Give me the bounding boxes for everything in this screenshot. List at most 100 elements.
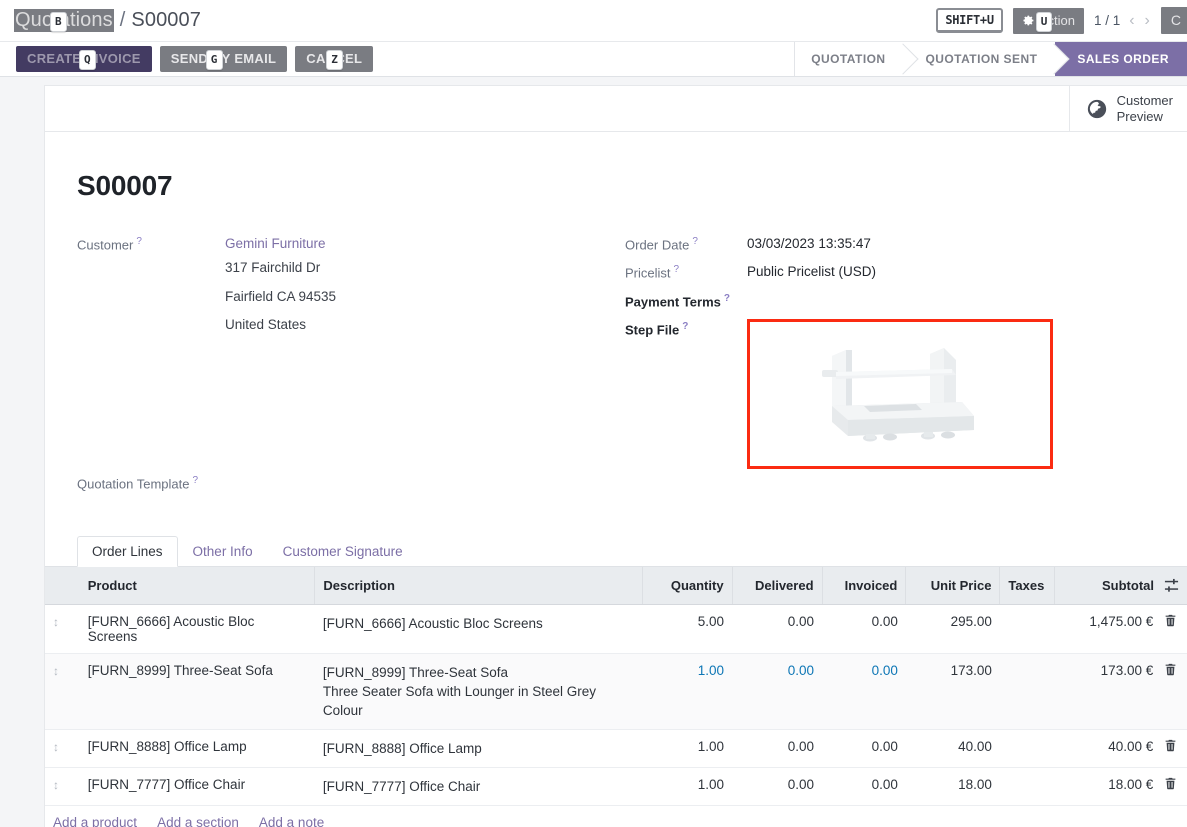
delete-row-icon[interactable] bbox=[1164, 777, 1177, 790]
add-a-note-link[interactable]: Add a note bbox=[258, 815, 325, 827]
column-header-delivered[interactable]: Delivered bbox=[732, 567, 823, 606]
form-page-background: Customer Preview S00007 Customer? Gemini… bbox=[0, 77, 1187, 827]
table-row[interactable]: ↕ [FURN_7777] Office Chair [FURN_7777] O… bbox=[45, 767, 1187, 807]
gear-icon bbox=[1023, 15, 1034, 25]
row-taxes[interactable] bbox=[999, 767, 1055, 807]
row-quantity[interactable]: 1.00 bbox=[642, 729, 733, 769]
sliders-icon[interactable] bbox=[1164, 578, 1179, 593]
column-header-quantity[interactable]: Quantity bbox=[642, 567, 733, 606]
customer-address-line-1: 317 Fairchild Dr bbox=[225, 260, 321, 276]
column-header-taxes[interactable]: Taxes bbox=[999, 567, 1055, 606]
column-header-subtotal[interactable]: Subtotal bbox=[1054, 567, 1187, 606]
table-row[interactable]: ↕ [FURN_6666] Acoustic Bloc Screens [FUR… bbox=[45, 604, 1187, 655]
row-unit-price[interactable]: 40.00 bbox=[905, 729, 1000, 769]
customer-preview-button[interactable]: Customer Preview bbox=[1068, 86, 1187, 131]
row-drag-handle-cell[interactable]: ↕ bbox=[45, 729, 80, 769]
status-step-sales-order[interactable]: SALES ORDER bbox=[1055, 42, 1187, 76]
row-drag-handle-cell[interactable]: ↕ bbox=[45, 767, 80, 807]
row-invoiced[interactable]: 0.00 bbox=[822, 604, 906, 655]
action-menu-label: Action bbox=[1038, 12, 1075, 28]
row-unit-price[interactable]: 295.00 bbox=[905, 604, 1000, 655]
send-by-email-button[interactable]: SEND BY EMAIL G bbox=[159, 46, 288, 72]
cancel-button[interactable]: CANCEL Z bbox=[295, 46, 374, 72]
row-description[interactable]: [FURN_7777] Office Chair bbox=[314, 767, 643, 807]
status-step-quotation[interactable]: QUOTATION bbox=[795, 42, 904, 76]
delete-row-icon[interactable] bbox=[1164, 739, 1177, 752]
breadcrumb-current-record: S00007 bbox=[131, 9, 201, 31]
breadcrumb-parent-quotations[interactable]: Quotations B bbox=[14, 9, 114, 32]
spacer-cell-2 bbox=[77, 287, 225, 315]
payment-terms-field-value[interactable] bbox=[747, 287, 1151, 315]
row-drag-handle-cell[interactable]: ↕ bbox=[45, 604, 80, 655]
pricelist-field-value[interactable]: Public Pricelist (USD) bbox=[747, 264, 877, 280]
row-product[interactable]: [FURN_8888] Office Lamp bbox=[79, 729, 315, 769]
row-invoiced[interactable]: 0.00 bbox=[822, 653, 906, 731]
add-a-product-link[interactable]: Add a product bbox=[53, 815, 138, 827]
top-right-clipped-button[interactable]: C bbox=[1160, 7, 1187, 34]
drag-handle-icon[interactable]: ↕ bbox=[53, 740, 59, 755]
help-icon-step-file[interactable]: ? bbox=[682, 320, 689, 332]
quotation-template-field-value[interactable] bbox=[225, 469, 625, 497]
customer-label-text: Customer bbox=[77, 237, 134, 253]
row-unit-price[interactable]: 173.00 bbox=[905, 653, 1000, 731]
customer-preview-label: Customer Preview bbox=[1116, 93, 1173, 124]
row-delivered[interactable]: 0.00 bbox=[732, 653, 823, 731]
create-invoice-button[interactable]: CREATE INVOICE Q bbox=[16, 46, 152, 72]
row-delivered[interactable]: 0.00 bbox=[732, 729, 823, 769]
row-drag-handle-cell[interactable]: ↕ bbox=[45, 653, 80, 731]
cancel-label: CANCEL bbox=[306, 51, 363, 66]
row-quantity[interactable]: 1.00 bbox=[642, 653, 733, 731]
step-file-field-label: Step File? bbox=[625, 315, 747, 469]
help-icon-order-date[interactable]: ? bbox=[692, 236, 698, 247]
column-header-invoiced[interactable]: Invoiced bbox=[822, 567, 907, 606]
tab-order-lines[interactable]: Order Lines bbox=[77, 536, 178, 568]
row-delivered[interactable]: 0.00 bbox=[732, 767, 823, 807]
row-product[interactable]: [FURN_6666] Acoustic Bloc Screens bbox=[79, 604, 315, 655]
row-product[interactable]: [FURN_8999] Three-Seat Sofa bbox=[79, 653, 315, 731]
table-row[interactable]: ↕ [FURN_8888] Office Lamp [FURN_8888] Of… bbox=[45, 729, 1187, 769]
add-a-section-link[interactable]: Add a section bbox=[157, 815, 239, 827]
table-row[interactable]: ↕ [FURN_8999] Three-Seat Sofa [FURN_8999… bbox=[45, 653, 1187, 731]
customer-link[interactable]: Gemini Furniture bbox=[225, 236, 326, 251]
tab-customer-signature[interactable]: Customer Signature bbox=[282, 544, 403, 560]
drag-handle-icon[interactable]: ↕ bbox=[53, 778, 59, 793]
drag-handle-icon[interactable]: ↕ bbox=[53, 615, 59, 630]
row-invoiced[interactable]: 0.00 bbox=[822, 729, 906, 769]
help-icon-pricelist[interactable]: ? bbox=[673, 264, 680, 276]
help-icon-payment-terms[interactable]: ? bbox=[723, 292, 730, 304]
row-delivered[interactable]: 0.00 bbox=[732, 604, 823, 655]
drag-handle-icon[interactable]: ↕ bbox=[53, 664, 59, 679]
order-date-field-value[interactable]: 03/03/2023 13:35:47 bbox=[747, 236, 871, 251]
row-quantity[interactable]: 5.00 bbox=[642, 604, 733, 655]
chevron-right-icon[interactable]: › bbox=[1144, 11, 1150, 29]
row-description[interactable]: [FURN_6666] Acoustic Bloc Screens bbox=[314, 604, 643, 655]
row-subtotal-cell: 173.00 € bbox=[1054, 653, 1187, 731]
top-breadcrumb-bar: Quotations B / S00007 SHIFT+U Action U 1… bbox=[0, 0, 1187, 41]
chevron-left-icon[interactable]: ‹ bbox=[1129, 11, 1135, 29]
row-taxes[interactable] bbox=[999, 604, 1055, 655]
help-icon-customer[interactable]: ? bbox=[136, 236, 142, 247]
delete-row-icon[interactable] bbox=[1164, 663, 1177, 676]
spacer-cell-1 bbox=[77, 258, 225, 286]
row-unit-price[interactable]: 18.00 bbox=[905, 767, 1000, 807]
form-fields-grid: Customer? Gemini Furniture Order Date? 0… bbox=[77, 230, 1151, 497]
action-menu-button[interactable]: Action U bbox=[1012, 7, 1084, 34]
row-taxes[interactable] bbox=[999, 653, 1055, 731]
sheet-body: S00007 Customer? Gemini Furniture Order … bbox=[45, 132, 1187, 497]
row-description[interactable]: [FURN_8999] Three-Seat Sofa Three Seater… bbox=[314, 653, 643, 731]
tab-other-info[interactable]: Other Info bbox=[192, 544, 253, 560]
spacer-cell-4 bbox=[625, 469, 747, 497]
column-header-description[interactable]: Description bbox=[314, 567, 643, 606]
step-file-preview[interactable] bbox=[747, 318, 1053, 469]
row-quantity[interactable]: 1.00 bbox=[642, 767, 733, 807]
row-product[interactable]: [FURN_7777] Office Chair bbox=[79, 767, 315, 807]
status-bar: QUOTATION QUOTATION SENT SALES ORDER bbox=[794, 42, 1187, 76]
row-description[interactable]: [FURN_8888] Office Lamp bbox=[314, 729, 643, 769]
column-header-unit-price[interactable]: Unit Price bbox=[905, 567, 1001, 606]
column-header-product[interactable]: Product bbox=[79, 567, 316, 606]
help-icon-quotation-template[interactable]: ? bbox=[192, 474, 199, 486]
row-invoiced[interactable]: 0.00 bbox=[822, 767, 906, 807]
row-taxes[interactable] bbox=[999, 729, 1055, 769]
delete-row-icon[interactable] bbox=[1164, 614, 1177, 627]
status-step-quotation-sent[interactable]: QUOTATION SENT bbox=[903, 42, 1056, 76]
